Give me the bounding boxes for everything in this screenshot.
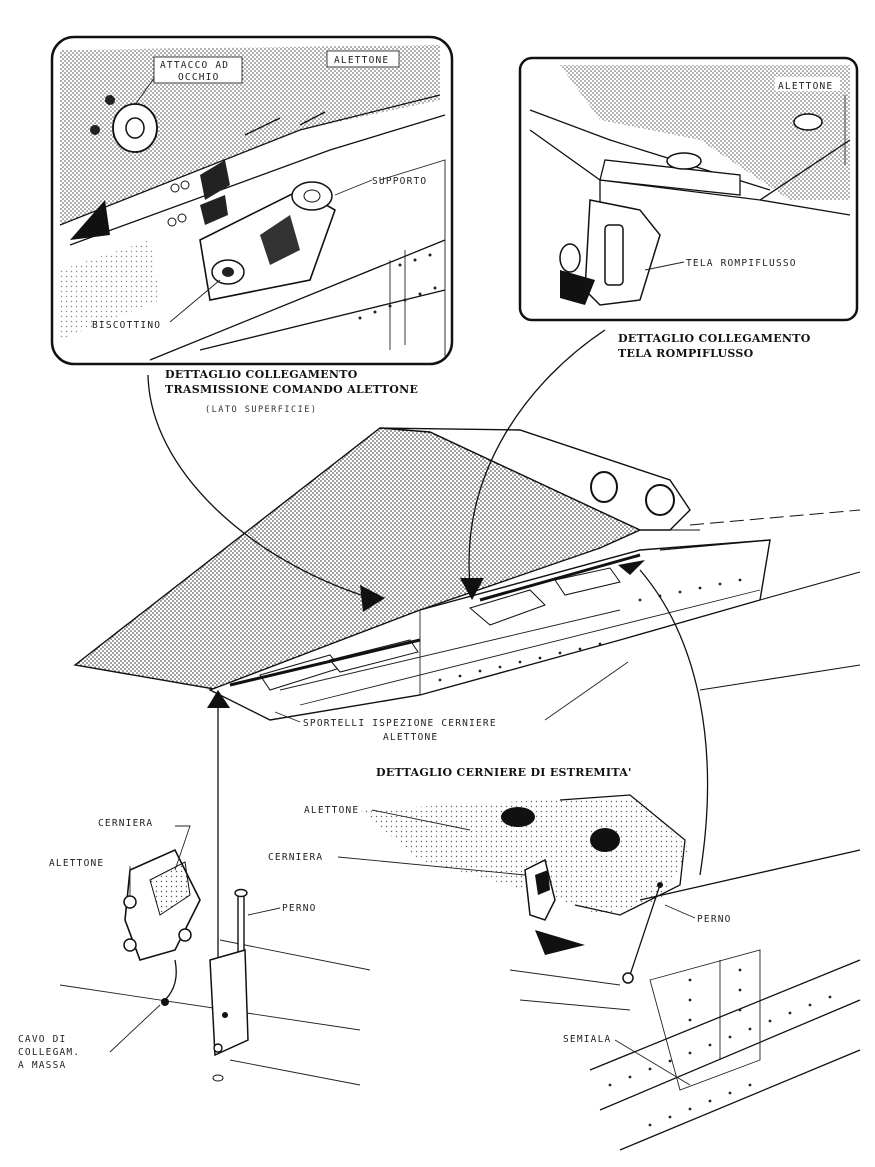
tela-rompiflusso-part	[559, 199, 661, 306]
label-supporto: SUPPORTO	[372, 176, 427, 187]
label-cavo-line2: COLLEGAM.	[18, 1047, 80, 1058]
arrow-from-tip-icon	[618, 560, 645, 575]
label-attacco-line2: OCCHIO	[178, 72, 220, 83]
label-alettone-tip: ALETTONE	[304, 805, 359, 816]
tip-hinge-detail-view: DETTAGLIO CERNIERE DI ESTREMITA'	[268, 766, 861, 1151]
tip-hinge-part	[524, 858, 556, 921]
label-cerniera-left: CERNIERA	[98, 818, 153, 829]
eye-fitting-part	[90, 95, 158, 153]
arrow-to-tela-icon	[460, 578, 484, 600]
label-tela-rompiflusso: TELA ROMPIFLUSSO	[686, 258, 797, 269]
label-alettone-top: ALETTONE	[334, 55, 389, 66]
label-cavo-line1: CAVO DI	[18, 1034, 66, 1045]
label-semiala: SEMIALA	[563, 1034, 611, 1045]
hinge-pin-part	[209, 888, 249, 1082]
label-sportelli-line2: ALETTONE	[383, 732, 438, 743]
label-alettone-tela: ALETTONE	[778, 81, 833, 92]
arrow-to-wing-icon	[360, 585, 385, 612]
tip-direction-arrow-icon	[535, 930, 585, 955]
tela-detail-panel: ALETTONE TELA ROMPIFLUSSO DETTAGLIO COLL…	[518, 56, 859, 360]
label-perno-tip: PERNO	[697, 914, 732, 925]
tela-title-line1: DETTAGLIO COLLEGAMENTO	[618, 332, 811, 345]
transmission-subtitle: (LATO SUPERFICIE)	[205, 405, 318, 415]
arrow-from-hinge-icon	[207, 690, 230, 708]
tip-detail-title: DETTAGLIO CERNIERE DI ESTREMITA'	[376, 766, 632, 779]
transmission-title-line2: TRASMISSIONE COMANDO ALETTONE	[165, 383, 418, 396]
bellcrank-part	[199, 181, 336, 301]
tela-title-line2: TELA ROMPIFLUSSO	[618, 347, 754, 360]
direction-arrow-icon	[70, 200, 110, 240]
main-wing-view: SPORTELLI ISPEZIONE CERNIERE ALETTONE	[73, 329, 861, 1020]
label-attacco-line1: ATTACCO AD	[160, 60, 229, 71]
tip-pin-part	[622, 882, 663, 984]
transmission-detail-panel: ATTACCO AD OCCHIO ALETTONE SUPPORTO BISC…	[50, 35, 454, 415]
hinge-bracket-part	[123, 848, 201, 961]
label-biscottino: BISCOTTINO	[92, 320, 161, 331]
label-cerniera-tip: CERNIERA	[268, 852, 323, 863]
transmission-title-line1: DETTAGLIO COLLEGAMENTO	[165, 368, 358, 381]
hinge-detail-view: CERNIERA ALETTONE PERNO CAVO DI COLLEGAM…	[18, 818, 371, 1086]
label-perno-left: PERNO	[282, 903, 317, 914]
label-sportelli-line1: SPORTELLI ISPEZIONE CERNIERE	[303, 718, 497, 729]
label-cavo-line3: A MASSA	[18, 1060, 66, 1071]
label-alettone-left: ALETTONE	[49, 858, 104, 869]
